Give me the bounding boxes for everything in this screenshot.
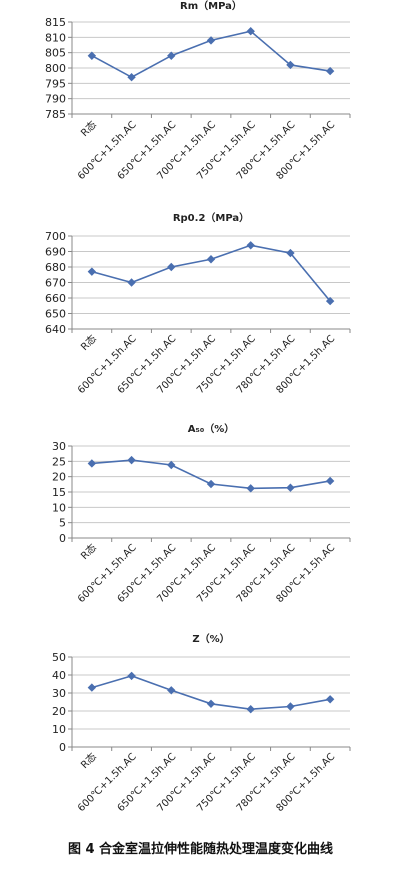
y-tick-label: 10 xyxy=(52,501,66,514)
y-tick-label: 785 xyxy=(45,108,66,121)
data-point xyxy=(325,296,335,306)
chart-4: Z（%）01020304050R态600℃+1.5h.AC650℃+1.5h.A… xyxy=(52,632,351,814)
chart-title: Rm（MPa） xyxy=(180,0,242,12)
chart-title: Z（%） xyxy=(192,632,229,645)
data-point xyxy=(87,51,97,60)
y-tick-label: 10 xyxy=(52,723,66,736)
y-tick-label: 790 xyxy=(45,93,66,106)
data-point xyxy=(246,26,255,36)
y-tick-label: 25 xyxy=(52,455,66,468)
data-point xyxy=(286,702,295,711)
data-point xyxy=(127,671,136,681)
y-tick-label: 660 xyxy=(45,292,66,305)
data-point xyxy=(167,686,176,695)
data-point xyxy=(286,60,295,70)
data-point xyxy=(286,248,295,258)
x-tick-label: R态 xyxy=(78,750,99,771)
chart-3: A₅₀（%）051015202530R态600℃+1.5h.AC650℃+1.5… xyxy=(52,422,351,605)
y-tick-label: 810 xyxy=(45,31,66,44)
data-point xyxy=(87,267,97,276)
x-tick-label: R态 xyxy=(78,332,99,353)
data-point xyxy=(127,278,136,287)
y-tick-label: 5 xyxy=(59,517,66,530)
data-point xyxy=(167,262,176,272)
series-line xyxy=(91,244,331,302)
y-tick-label: 15 xyxy=(52,486,66,499)
data-point xyxy=(246,484,255,493)
y-tick-label: 50 xyxy=(52,651,66,664)
x-tick-label: R态 xyxy=(78,541,99,562)
figure-caption: 图 4 合金室温拉伸性能随热处理温度变化曲线 xyxy=(67,842,334,857)
y-tick-label: 0 xyxy=(59,532,66,545)
chart-title: A₅₀（%） xyxy=(188,422,235,435)
data-point xyxy=(206,479,216,489)
y-tick-label: 690 xyxy=(45,246,66,259)
data-point xyxy=(167,460,176,470)
data-point xyxy=(206,699,216,709)
data-point xyxy=(325,695,335,704)
y-tick-label: 805 xyxy=(45,47,66,60)
y-tick-label: 800 xyxy=(45,62,66,75)
data-point xyxy=(246,704,255,714)
data-point xyxy=(206,36,216,45)
y-tick-label: 680 xyxy=(45,261,66,274)
data-point xyxy=(87,683,97,692)
chart-1: Rm（MPa）785790795800805810815R态600℃+1.5h.… xyxy=(45,0,351,182)
y-tick-label: 30 xyxy=(52,687,66,700)
data-point xyxy=(206,255,216,264)
y-tick-label: 30 xyxy=(52,440,66,453)
y-tick-label: 20 xyxy=(52,705,66,718)
y-tick-label: 670 xyxy=(45,277,66,290)
y-tick-label: 40 xyxy=(52,669,66,682)
chart-title: Rp0.2（MPa） xyxy=(173,211,249,224)
y-tick-label: 640 xyxy=(45,323,66,336)
x-tick-label: R态 xyxy=(78,118,99,139)
data-point xyxy=(325,66,335,76)
y-tick-label: 795 xyxy=(45,77,66,90)
data-point xyxy=(167,51,176,60)
data-point xyxy=(87,459,97,468)
y-tick-label: 0 xyxy=(59,741,66,754)
data-point xyxy=(325,476,335,486)
y-tick-label: 650 xyxy=(45,308,66,321)
y-tick-label: 700 xyxy=(45,230,66,243)
charts-canvas: Rm（MPa）785790795800805810815R态600℃+1.5h.… xyxy=(45,0,351,814)
y-tick-label: 20 xyxy=(52,471,66,484)
data-point xyxy=(286,483,295,492)
chart-2: Rp0.2（MPa）640650660670680690700R态600℃+1.… xyxy=(45,211,351,396)
data-point xyxy=(246,241,255,250)
y-tick-label: 815 xyxy=(45,16,66,29)
data-point xyxy=(127,455,136,465)
data-point xyxy=(127,72,136,82)
